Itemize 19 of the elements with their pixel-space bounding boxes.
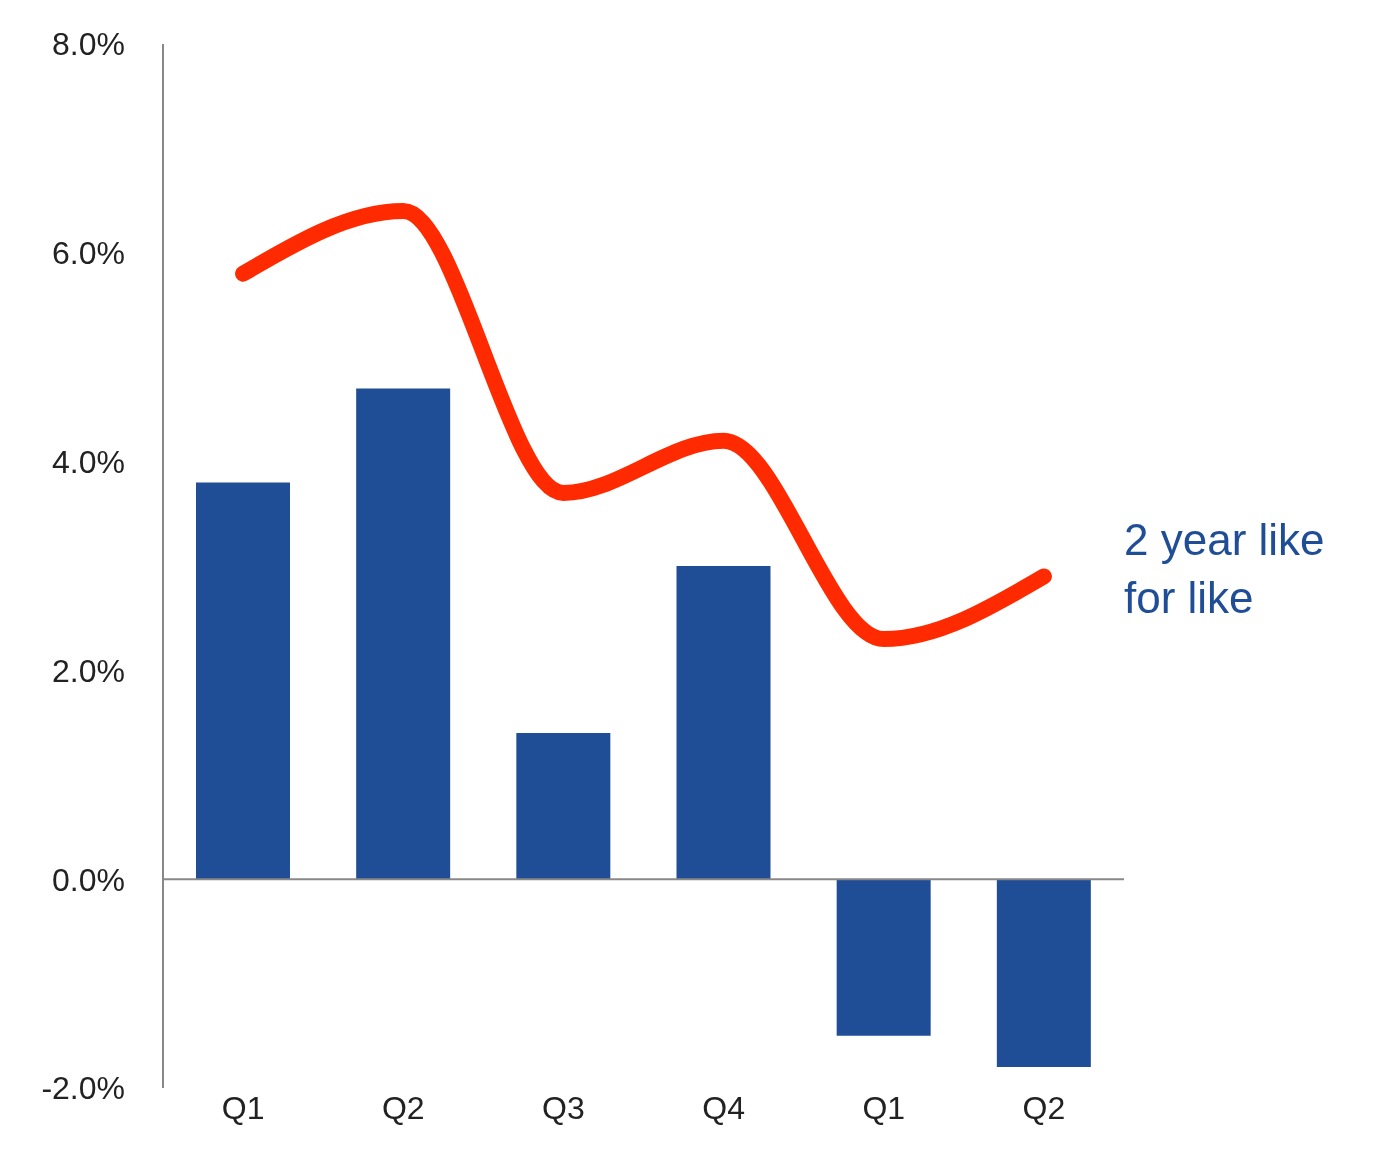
y-tick-label: 8.0% [52, 26, 125, 63]
y-tick-label: -2.0% [41, 1070, 125, 1107]
x-tick-label: Q2 [381, 1089, 425, 1126]
bar [196, 482, 290, 880]
series-label: 2 year like for like [1124, 514, 1326, 625]
bar [356, 388, 451, 880]
y-tick-label: 2.0% [52, 652, 125, 689]
bar [676, 566, 771, 880]
x-tick-label: Q2 [1022, 1089, 1066, 1126]
x-tick-label: Q1 [221, 1089, 265, 1126]
bar [836, 879, 931, 1036]
y-tick-label: 4.0% [52, 443, 125, 480]
x-tick-label: Q3 [542, 1089, 585, 1126]
y-tick-label: 0.0% [52, 861, 125, 898]
bar [516, 733, 611, 880]
x-tick-label: Q1 [862, 1089, 906, 1126]
bar [996, 879, 1091, 1068]
y-tick-label: 6.0% [52, 235, 125, 272]
x-tick-label: Q4 [702, 1089, 745, 1126]
